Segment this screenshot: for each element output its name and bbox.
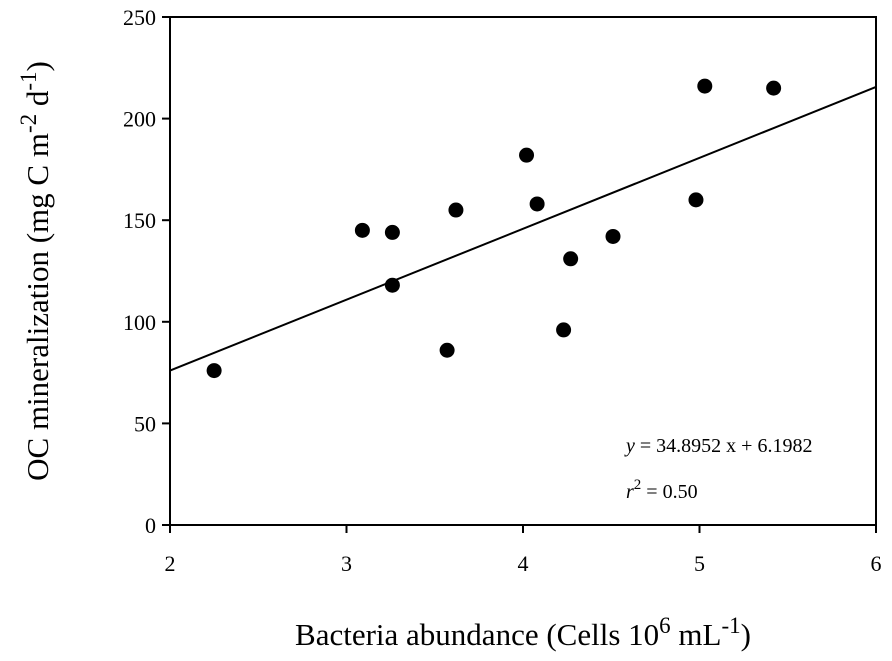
x-axis-ticks: 2 3 4 5 6 [165, 525, 882, 576]
y-tick-label: 50 [134, 411, 156, 436]
x-tick-label: 4 [518, 551, 529, 576]
x-axis-label: Bacteria abundance (Cells 106 mL-1) [295, 613, 751, 652]
y-tick-label: 200 [123, 107, 156, 132]
regression-layer [169, 86, 877, 372]
regression-line [169, 86, 877, 372]
x-tick-label: 3 [341, 551, 352, 576]
r-squared-annotation: r2 = 0.50 [626, 477, 698, 503]
data-point [448, 202, 464, 218]
data-point [384, 277, 400, 293]
data-point [556, 322, 572, 338]
data-point [766, 80, 782, 96]
y-tick-label: 150 [123, 208, 156, 233]
x-tick-label: 5 [694, 551, 705, 576]
data-point [688, 192, 704, 208]
data-point [354, 222, 370, 238]
y-tick-label: 250 [123, 5, 156, 30]
data-point [384, 224, 400, 240]
y-axis-ticks: 0 50 100 150 200 250 [123, 5, 170, 538]
y-tick-label: 0 [145, 513, 156, 538]
x-tick-label: 2 [165, 551, 176, 576]
data-point [697, 78, 713, 94]
y-axis-label: OC mineralization (mg C m-2 d-1) [16, 61, 55, 481]
data-point [439, 342, 455, 358]
data-point [563, 251, 579, 267]
data-point [206, 363, 222, 379]
data-point [529, 196, 545, 212]
data-point [605, 228, 621, 244]
data-points [206, 78, 782, 379]
y-tick-label: 100 [123, 310, 156, 335]
x-tick-label: 6 [871, 551, 882, 576]
regression-equation: y = 34.8952 x + 6.1982 [624, 435, 812, 457]
data-point [519, 147, 535, 163]
